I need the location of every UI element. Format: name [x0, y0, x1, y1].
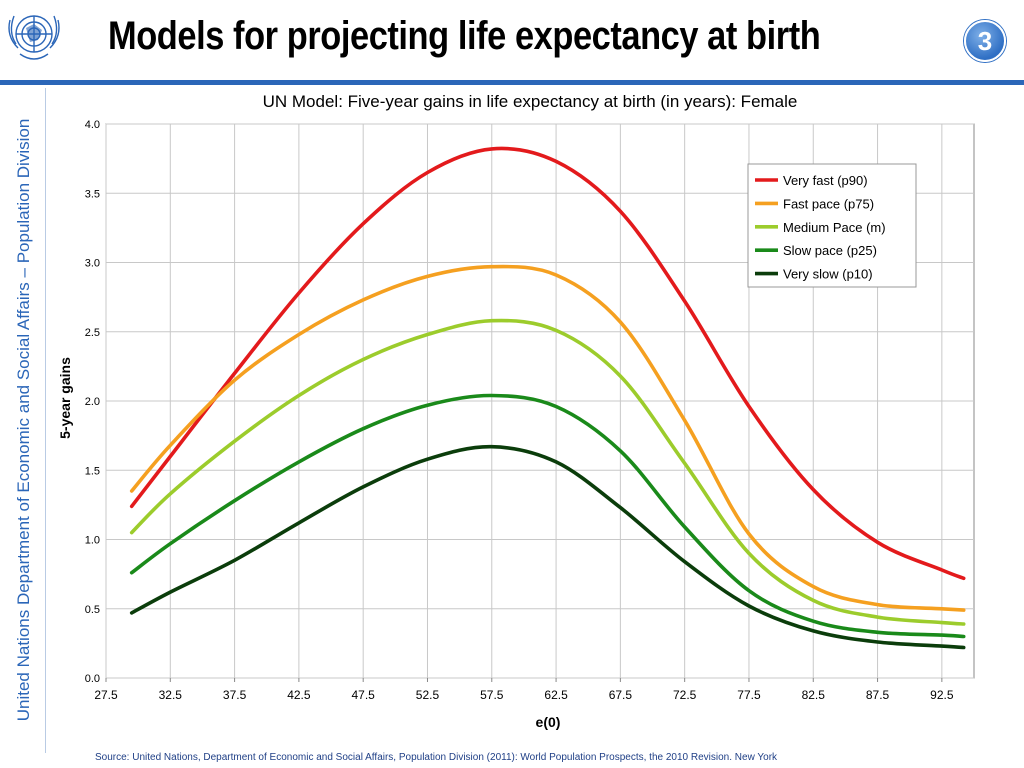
x-tick-label: 42.5: [287, 688, 311, 702]
series-line-1: [129, 264, 966, 612]
x-tick-label: 82.5: [802, 688, 826, 702]
page-number-badge: 3: [964, 20, 1006, 62]
y-tick-label: 2.5: [85, 327, 100, 339]
x-tick-label: 32.5: [159, 688, 183, 702]
y-tick-label: 4.0: [85, 119, 100, 131]
x-tick-label: 52.5: [416, 688, 440, 702]
sidebar-vertical-text: United Nations Department of Economic an…: [14, 118, 33, 722]
legend-label: Very slow (p10): [783, 267, 873, 282]
slide-title: Models for projecting life expectancy at…: [108, 14, 821, 58]
x-tick-label: 37.5: [223, 688, 247, 702]
x-tick-label: 57.5: [480, 688, 504, 702]
y-tick-label: 0.0: [85, 673, 100, 685]
y-tick-label: 1.5: [85, 465, 100, 477]
x-tick-label: 77.5: [737, 688, 761, 702]
chart-title: UN Model: Five-year gains in life expect…: [263, 92, 798, 111]
legend-label: Medium Pace (m): [783, 220, 886, 235]
x-tick-label: 67.5: [609, 688, 633, 702]
y-tick-label: 1.0: [85, 535, 100, 547]
x-tick-label: 92.5: [930, 688, 954, 702]
title-divider: [0, 80, 1024, 85]
source-note: Source: United Nations, Department of Ec…: [95, 752, 778, 763]
y-tick-label: 3.0: [85, 258, 100, 270]
x-axis-label: e(0): [536, 714, 561, 730]
y-tick-label: 3.5: [85, 188, 100, 200]
un-emblem-icon: [8, 15, 60, 60]
x-tick-label: 27.5: [94, 688, 118, 702]
y-axis-label: 5-year gains: [57, 357, 73, 439]
series-line-0: [129, 146, 966, 581]
y-tick-label: 2.0: [85, 396, 100, 408]
series-lines: [129, 146, 966, 650]
legend-label: Slow pace (p25): [783, 243, 877, 258]
axes: 0.0 0.5 1.0 1.5 2.0 2.5 3.0 3.5 4.0 27.5 32.5 37.5 4…: [85, 119, 954, 702]
sidebar-divider: [45, 88, 46, 753]
x-tick-label: 62.5: [544, 688, 568, 702]
series-line-2: [129, 318, 966, 626]
legend-label: Very fast (p90): [783, 173, 868, 188]
x-tick-label: 72.5: [673, 688, 697, 702]
y-tick-label: 0.5: [85, 604, 100, 616]
x-tick-label: 87.5: [866, 688, 890, 702]
legend-label: Fast pace (p75): [783, 196, 874, 211]
chart-legend: Very fast (p90) Fast pace (p75) Medium Pac…: [747, 163, 917, 288]
series-line-4: [129, 444, 966, 650]
life-expectancy-chart: UN Model: Five-year gains in life expect…: [57, 92, 975, 730]
series-line-3: [129, 393, 966, 639]
x-tick-label: 47.5: [352, 688, 376, 702]
